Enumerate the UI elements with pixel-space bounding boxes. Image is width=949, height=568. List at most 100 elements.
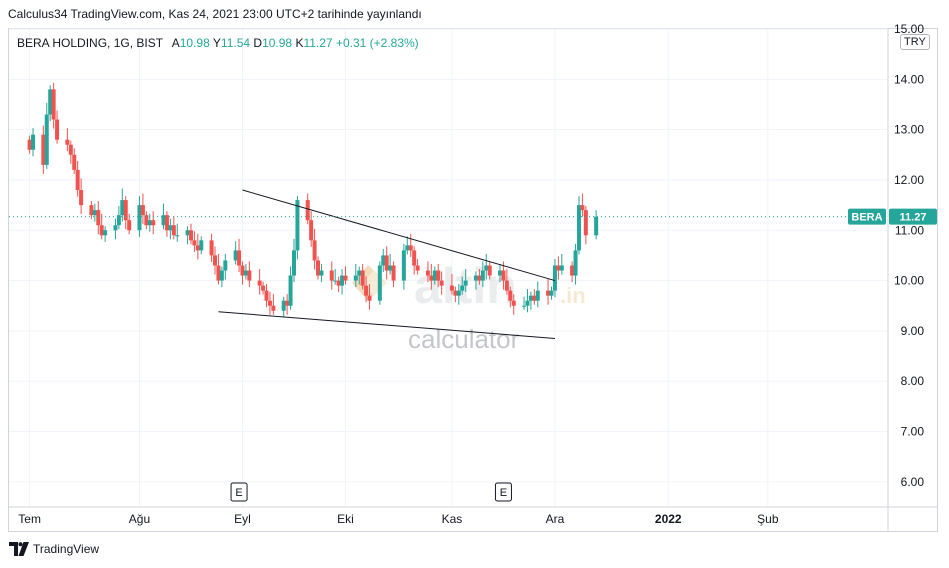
candle	[27, 135, 32, 154]
candle-body	[216, 265, 221, 281]
candle-body	[484, 265, 489, 271]
earnings-marker[interactable]: E	[494, 482, 512, 502]
candle-body	[264, 290, 269, 301]
drawings	[218, 189, 556, 339]
candle	[243, 263, 248, 280]
high-value: 11.54	[220, 36, 251, 50]
candle	[79, 178, 84, 215]
earnings-marker-label: E	[235, 487, 242, 499]
candle	[92, 203, 97, 222]
footer-brand[interactable]: TradingView	[33, 542, 100, 556]
price-tick-label: 11.00	[895, 223, 924, 237]
candle	[48, 85, 53, 122]
candle-body	[305, 200, 310, 221]
time-tick-label: Eyl	[234, 512, 251, 526]
candle	[264, 284, 269, 308]
candle-body	[364, 285, 369, 296]
candle-body	[171, 225, 176, 236]
candle	[570, 261, 575, 283]
candle-body	[291, 250, 296, 276]
candle-body	[89, 205, 94, 216]
candle	[55, 110, 60, 144]
candle-body	[405, 245, 410, 251]
price-tick-label: 10.00	[894, 274, 924, 288]
candle	[281, 296, 286, 318]
candle	[168, 218, 173, 240]
candle	[463, 269, 468, 293]
candle-body	[360, 270, 365, 286]
candle	[247, 261, 252, 288]
candle	[123, 196, 128, 230]
candle	[120, 188, 125, 222]
candle-body	[583, 210, 588, 236]
candle-body	[271, 305, 276, 311]
candle	[484, 253, 489, 280]
candle-body	[576, 205, 581, 251]
candle	[425, 261, 430, 283]
candle-body	[556, 265, 561, 271]
candle-body	[144, 215, 149, 226]
candle	[295, 196, 300, 260]
candle-body	[357, 270, 362, 276]
candle	[65, 128, 70, 152]
candle-body	[192, 240, 197, 246]
candle-body	[401, 250, 406, 281]
candle-body	[381, 255, 386, 266]
candle-body	[147, 220, 152, 226]
candle	[288, 266, 293, 310]
price-tick-label: 13.00	[894, 123, 924, 137]
candle-body	[103, 230, 108, 236]
candle-body	[570, 265, 575, 276]
candle-body	[68, 144, 73, 155]
earnings-marker[interactable]: E	[230, 482, 248, 502]
candle-body	[429, 275, 434, 281]
candle-body	[460, 285, 465, 291]
candle	[291, 238, 296, 283]
candle	[381, 248, 386, 273]
candle-body	[261, 285, 266, 291]
watermark-suffix: .in	[560, 283, 586, 308]
high-label: Y	[212, 36, 221, 50]
watermark-subtitle: calculator	[408, 324, 520, 354]
candle	[171, 216, 176, 240]
candle	[360, 263, 365, 290]
currency-button[interactable]: TRY	[900, 34, 930, 50]
candle-body	[288, 275, 293, 306]
candle-body	[151, 220, 156, 226]
candle-body	[140, 205, 145, 216]
candle	[31, 128, 36, 157]
candle	[316, 256, 321, 280]
candle	[151, 211, 156, 235]
candle	[285, 294, 290, 315]
low-value: 10.98	[262, 36, 293, 50]
tradingview-logo-icon	[9, 542, 29, 556]
candle	[432, 266, 437, 285]
chart-grid	[9, 28, 888, 507]
upper-trendline	[242, 189, 556, 282]
candle-body	[473, 275, 478, 281]
candle	[44, 102, 49, 169]
candle-body	[55, 119, 60, 140]
candle-body	[316, 260, 321, 276]
candle-body	[185, 230, 190, 236]
candle-body	[388, 265, 393, 271]
candle	[525, 289, 530, 313]
candle	[384, 246, 389, 280]
price-tag-ticker-bg	[848, 208, 886, 225]
time-tick-label: 2022	[655, 512, 682, 526]
candle	[573, 243, 578, 285]
candle	[312, 228, 317, 270]
candle	[199, 236, 204, 255]
candle-body	[120, 200, 125, 216]
candle-body	[99, 225, 104, 236]
lower-trendline	[218, 311, 555, 339]
candle	[408, 233, 413, 257]
footer: TradingView	[9, 542, 99, 556]
candle	[504, 269, 509, 295]
candle	[583, 206, 588, 245]
candle	[343, 266, 348, 285]
candle-body	[463, 280, 468, 286]
candle-body	[195, 245, 200, 251]
candle-body	[528, 295, 533, 301]
